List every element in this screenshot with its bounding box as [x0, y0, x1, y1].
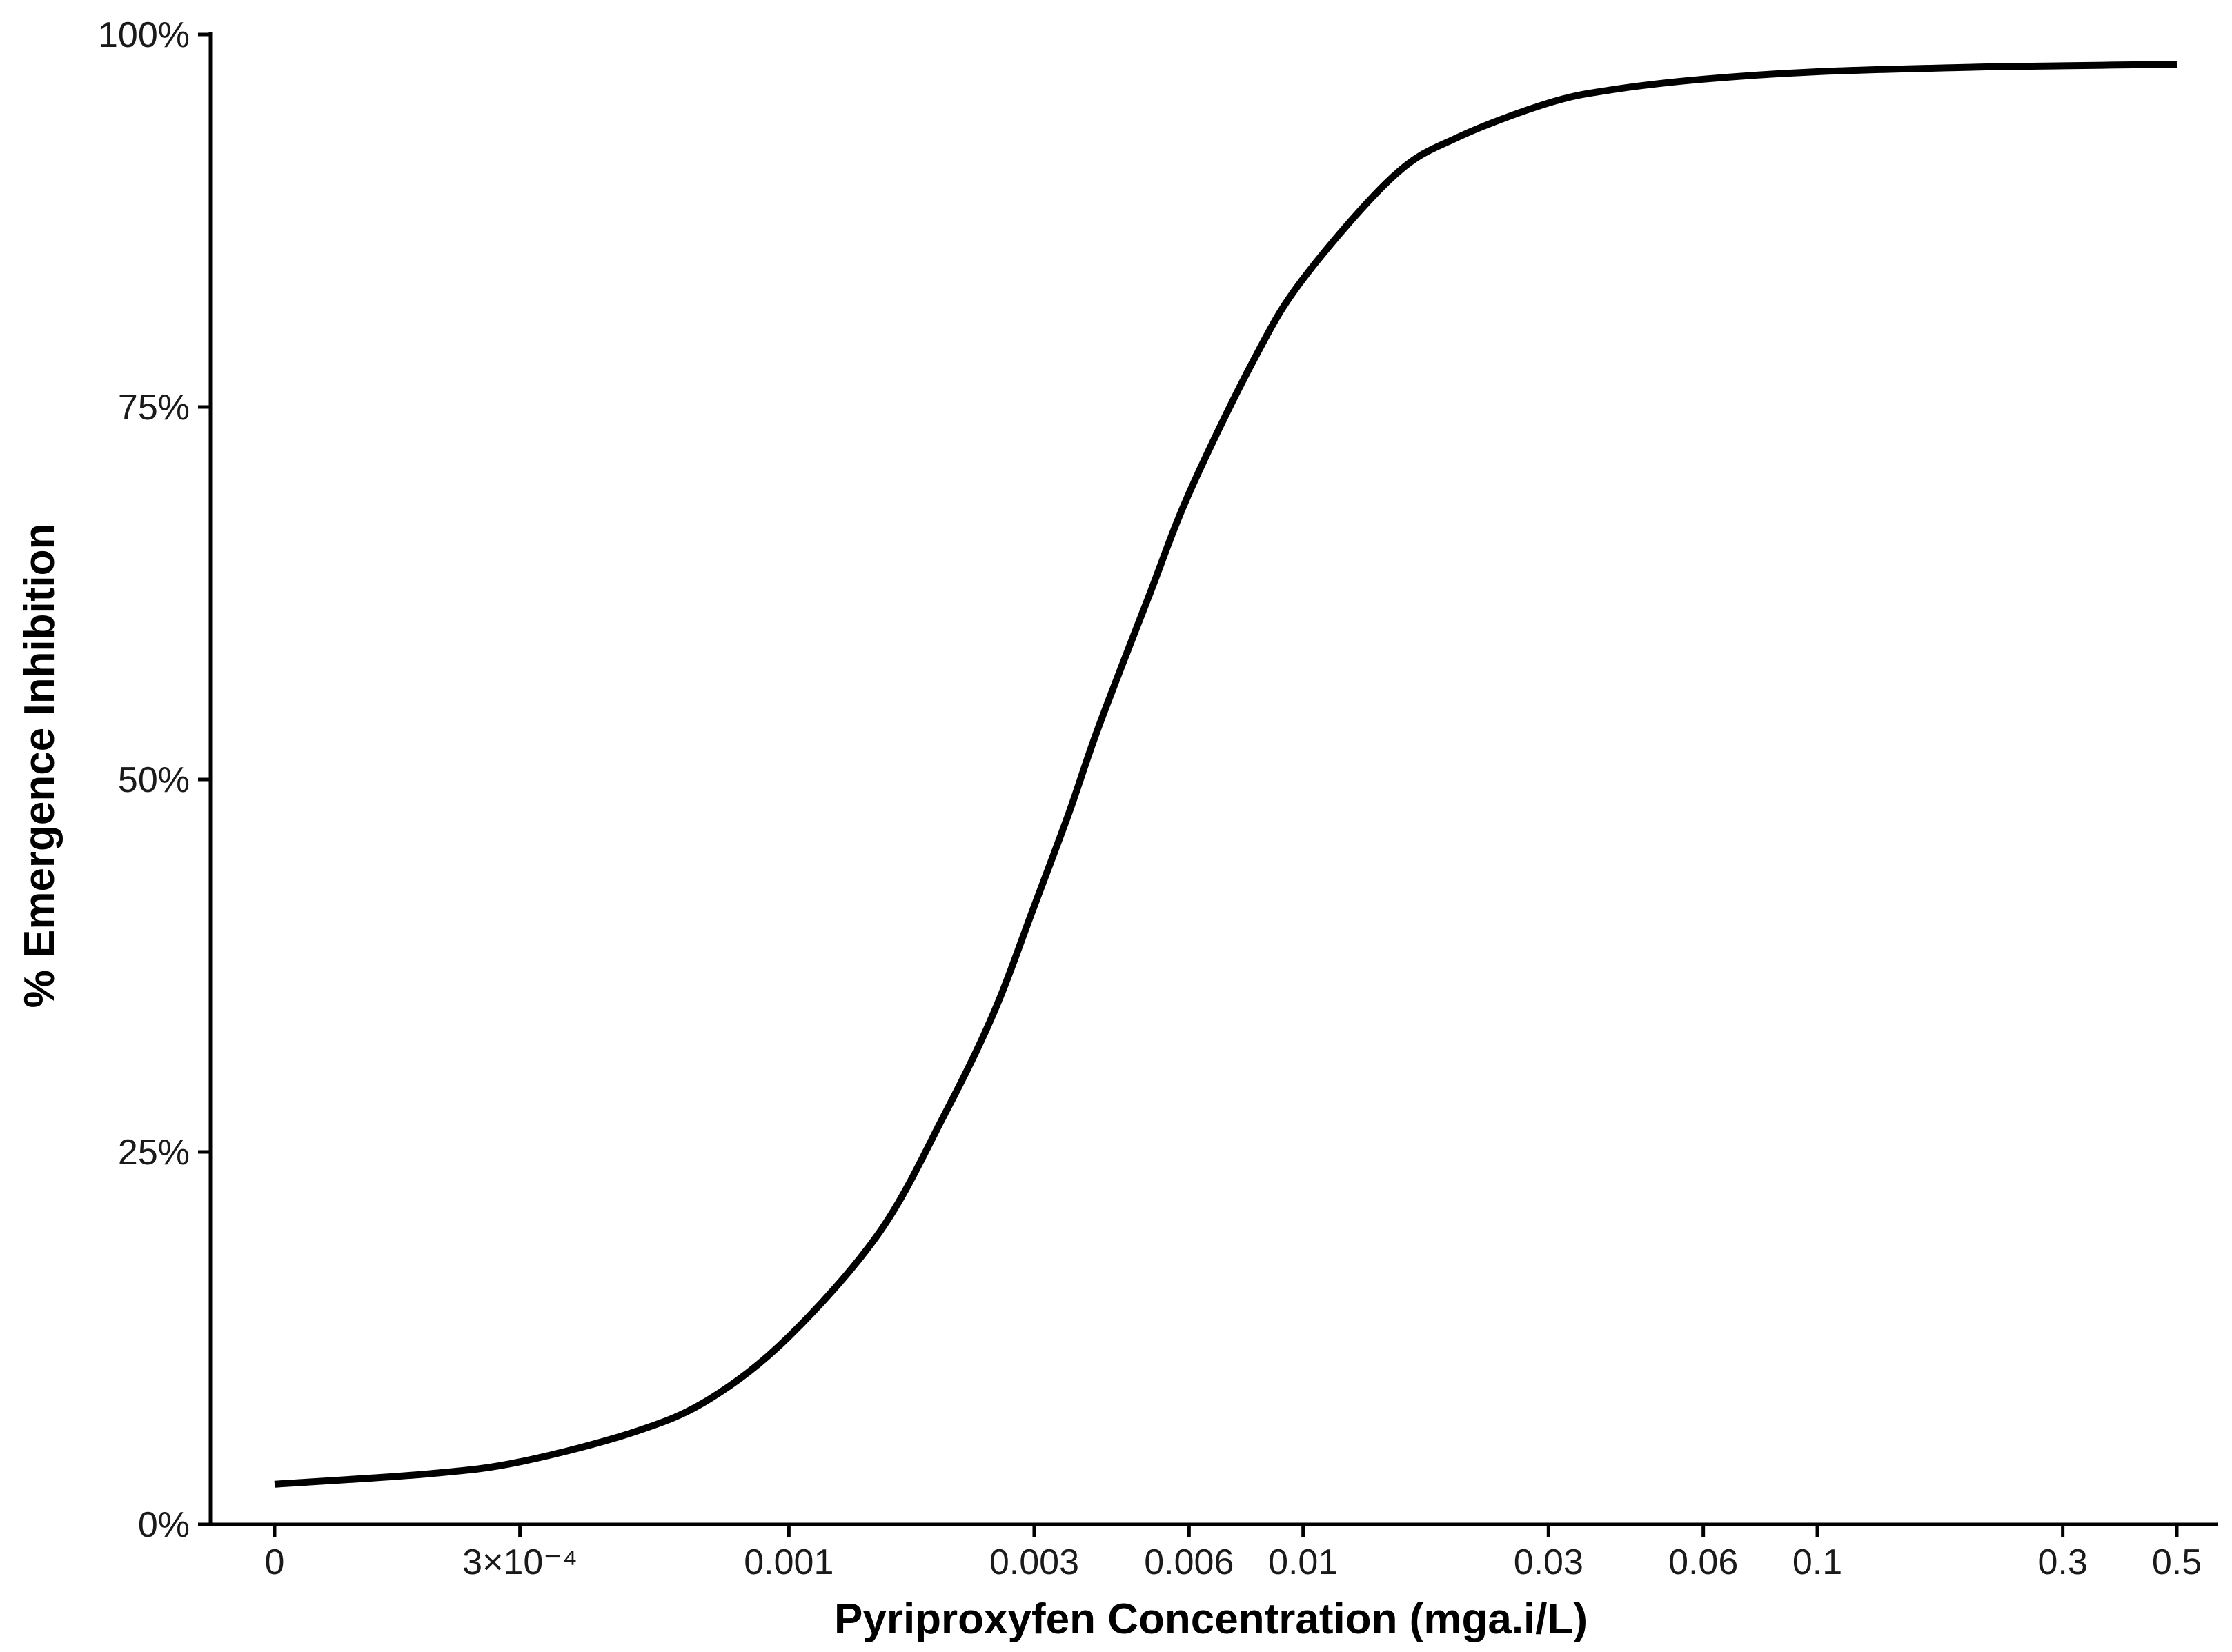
- y-tick-label: 25%: [118, 1133, 190, 1173]
- axes: [208, 32, 2218, 1526]
- dose-response-curve: [274, 61, 2177, 1488]
- y-tick-label: 50%: [118, 760, 190, 800]
- y-tick-label: 0%: [138, 1505, 190, 1545]
- y-tick-label: 100%: [98, 15, 190, 55]
- x-tick-label: 0.003: [989, 1542, 1079, 1582]
- ticks: 0% 25% 50% 75% 100% 0 3×10⁻⁴ 0.001 0.003 0.006 0.0…: [98, 15, 2202, 1582]
- x-tick-label: 0.5: [2152, 1542, 2202, 1582]
- x-tick-label: 0.01: [1268, 1542, 1338, 1582]
- x-tick-label: 0.06: [1668, 1542, 1738, 1582]
- y-tick-label: 75%: [118, 388, 190, 428]
- x-tick-label: 0.3: [2037, 1542, 2087, 1582]
- y-axis-title: % Emergence Inhibition: [16, 524, 63, 1008]
- x-tick-label: 0.001: [744, 1542, 833, 1582]
- x-axis-title: Pyriproxyfen Concentration (mga.i/L): [834, 1595, 1588, 1643]
- x-tick-label: 0.03: [1514, 1542, 1583, 1582]
- x-tick-label: 3×10⁻⁴: [462, 1542, 577, 1582]
- x-tick-label: 0.006: [1144, 1542, 1234, 1582]
- x-tick-label: 0: [265, 1542, 285, 1582]
- series-layer: [274, 61, 2177, 1488]
- x-tick-label: 0.1: [1792, 1542, 1842, 1582]
